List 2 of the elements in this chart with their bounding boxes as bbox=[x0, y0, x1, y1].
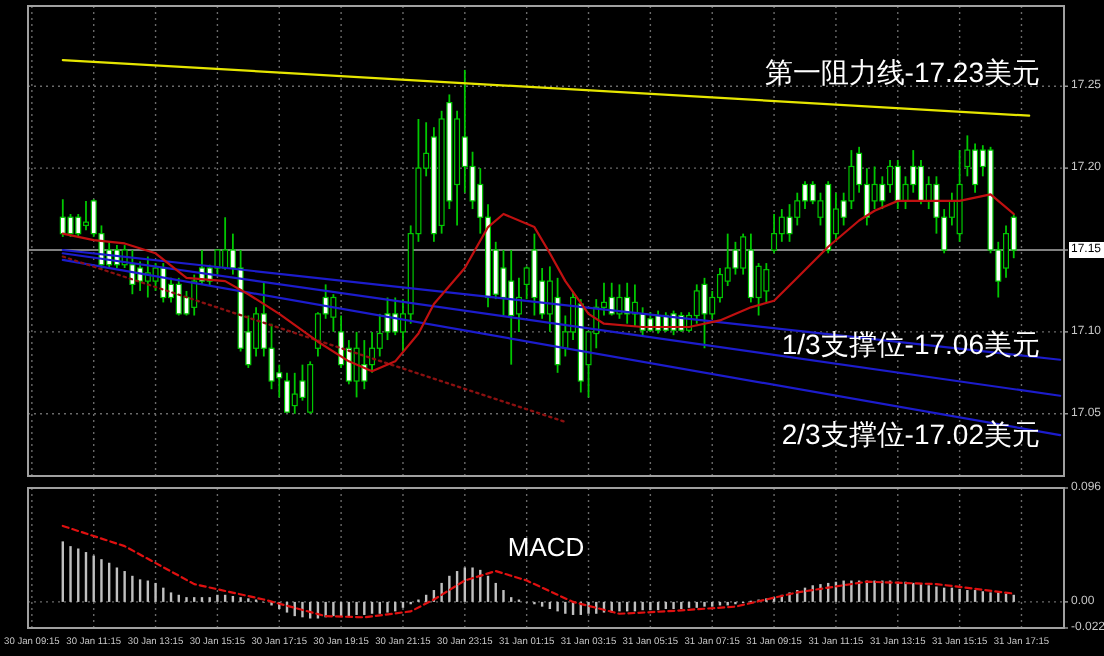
annotation: 第一阻力线-17.23美元 bbox=[764, 55, 1040, 88]
text: MACD bbox=[507, 531, 585, 562]
